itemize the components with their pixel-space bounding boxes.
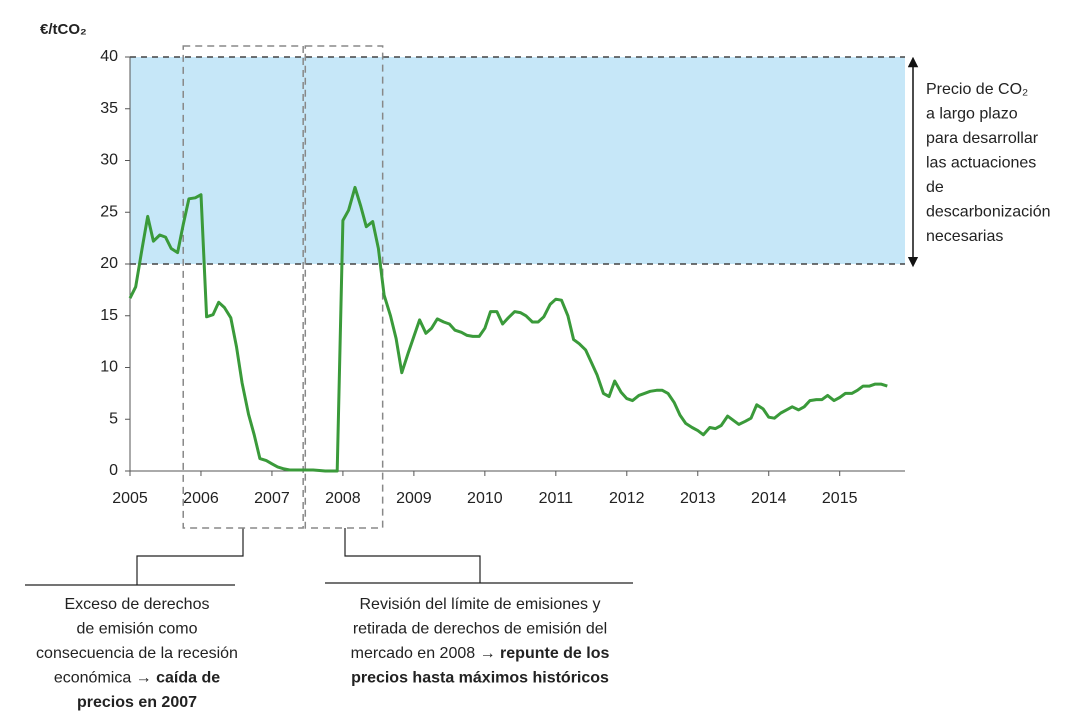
range-note: a largo plazo xyxy=(926,106,1018,123)
annotation-text: retirada de derechos de emisión del xyxy=(353,621,607,638)
annotation-text: de emisión como xyxy=(77,621,198,638)
annotation-text: → caída de xyxy=(136,670,221,687)
y-tick-label: 0 xyxy=(109,462,118,479)
annotation-line: mercado en 2008 → repunte de los xyxy=(351,645,610,662)
y-tick-label: 30 xyxy=(100,152,118,169)
x-tick-label: 2014 xyxy=(751,490,787,507)
annotation-text: mercado en 2008 xyxy=(351,645,480,662)
range-note: las actuaciones xyxy=(926,155,1036,172)
annotation-text: Revisión del límite de emisiones y xyxy=(360,596,601,613)
target-band xyxy=(130,57,905,264)
x-tick-label: 2015 xyxy=(822,490,858,507)
range-note: para desarrollar xyxy=(926,130,1039,147)
x-tick-label: 2009 xyxy=(396,490,432,507)
range-note: de xyxy=(926,179,944,196)
y-tick-label: 25 xyxy=(100,203,118,220)
y-tick-label: 10 xyxy=(100,359,118,376)
annotation-text: económica xyxy=(54,670,136,687)
annotation-line: de emisión como xyxy=(77,621,198,638)
range-note: descarbonización xyxy=(926,204,1051,221)
annotation-line: precios en 2007 xyxy=(77,694,197,711)
annotation-line: económica → caída de xyxy=(54,670,220,687)
annotation-line: precios hasta máximos históricos xyxy=(351,670,609,687)
x-tick-label: 2008 xyxy=(325,490,361,507)
x-tick-label: 2007 xyxy=(254,490,290,507)
range-note: necesarias xyxy=(926,228,1003,245)
y-tick-label: 35 xyxy=(100,100,118,117)
annotation-text: precios hasta máximos históricos xyxy=(351,670,609,687)
annotation-line: consecuencia de la recesión xyxy=(36,645,238,662)
highlight-box xyxy=(182,45,304,529)
annotation-text: precios en 2007 xyxy=(77,694,197,711)
annotation-text: → repunte de los xyxy=(480,645,610,662)
annotation-line: retirada de derechos de emisión del xyxy=(353,621,607,638)
x-tick-label: 2012 xyxy=(609,490,645,507)
y-tick-label: 40 xyxy=(100,48,118,65)
callout-connectors xyxy=(25,528,633,586)
y-tick-label: 15 xyxy=(100,307,118,324)
x-tick-label: 2013 xyxy=(680,490,716,507)
y-tick-label: 5 xyxy=(109,410,118,427)
price-line xyxy=(128,185,888,473)
annotation-text: consecuencia de la recesión xyxy=(36,645,238,662)
y-axis-label: €/tCO₂ xyxy=(40,21,87,38)
annotation-line: Exceso de derechos xyxy=(65,596,210,613)
range-note: Precio de CO₂ xyxy=(926,81,1028,98)
x-tick-label: 2005 xyxy=(112,490,148,507)
x-tick-label: 2011 xyxy=(539,490,574,507)
annotation-text: Exceso de derechos xyxy=(65,596,210,613)
y-tick-label: 20 xyxy=(100,255,118,272)
x-tick-label: 2006 xyxy=(183,490,219,507)
x-tick-label: 2010 xyxy=(467,490,503,507)
annotation-line: Revisión del límite de emisiones y xyxy=(360,596,601,613)
